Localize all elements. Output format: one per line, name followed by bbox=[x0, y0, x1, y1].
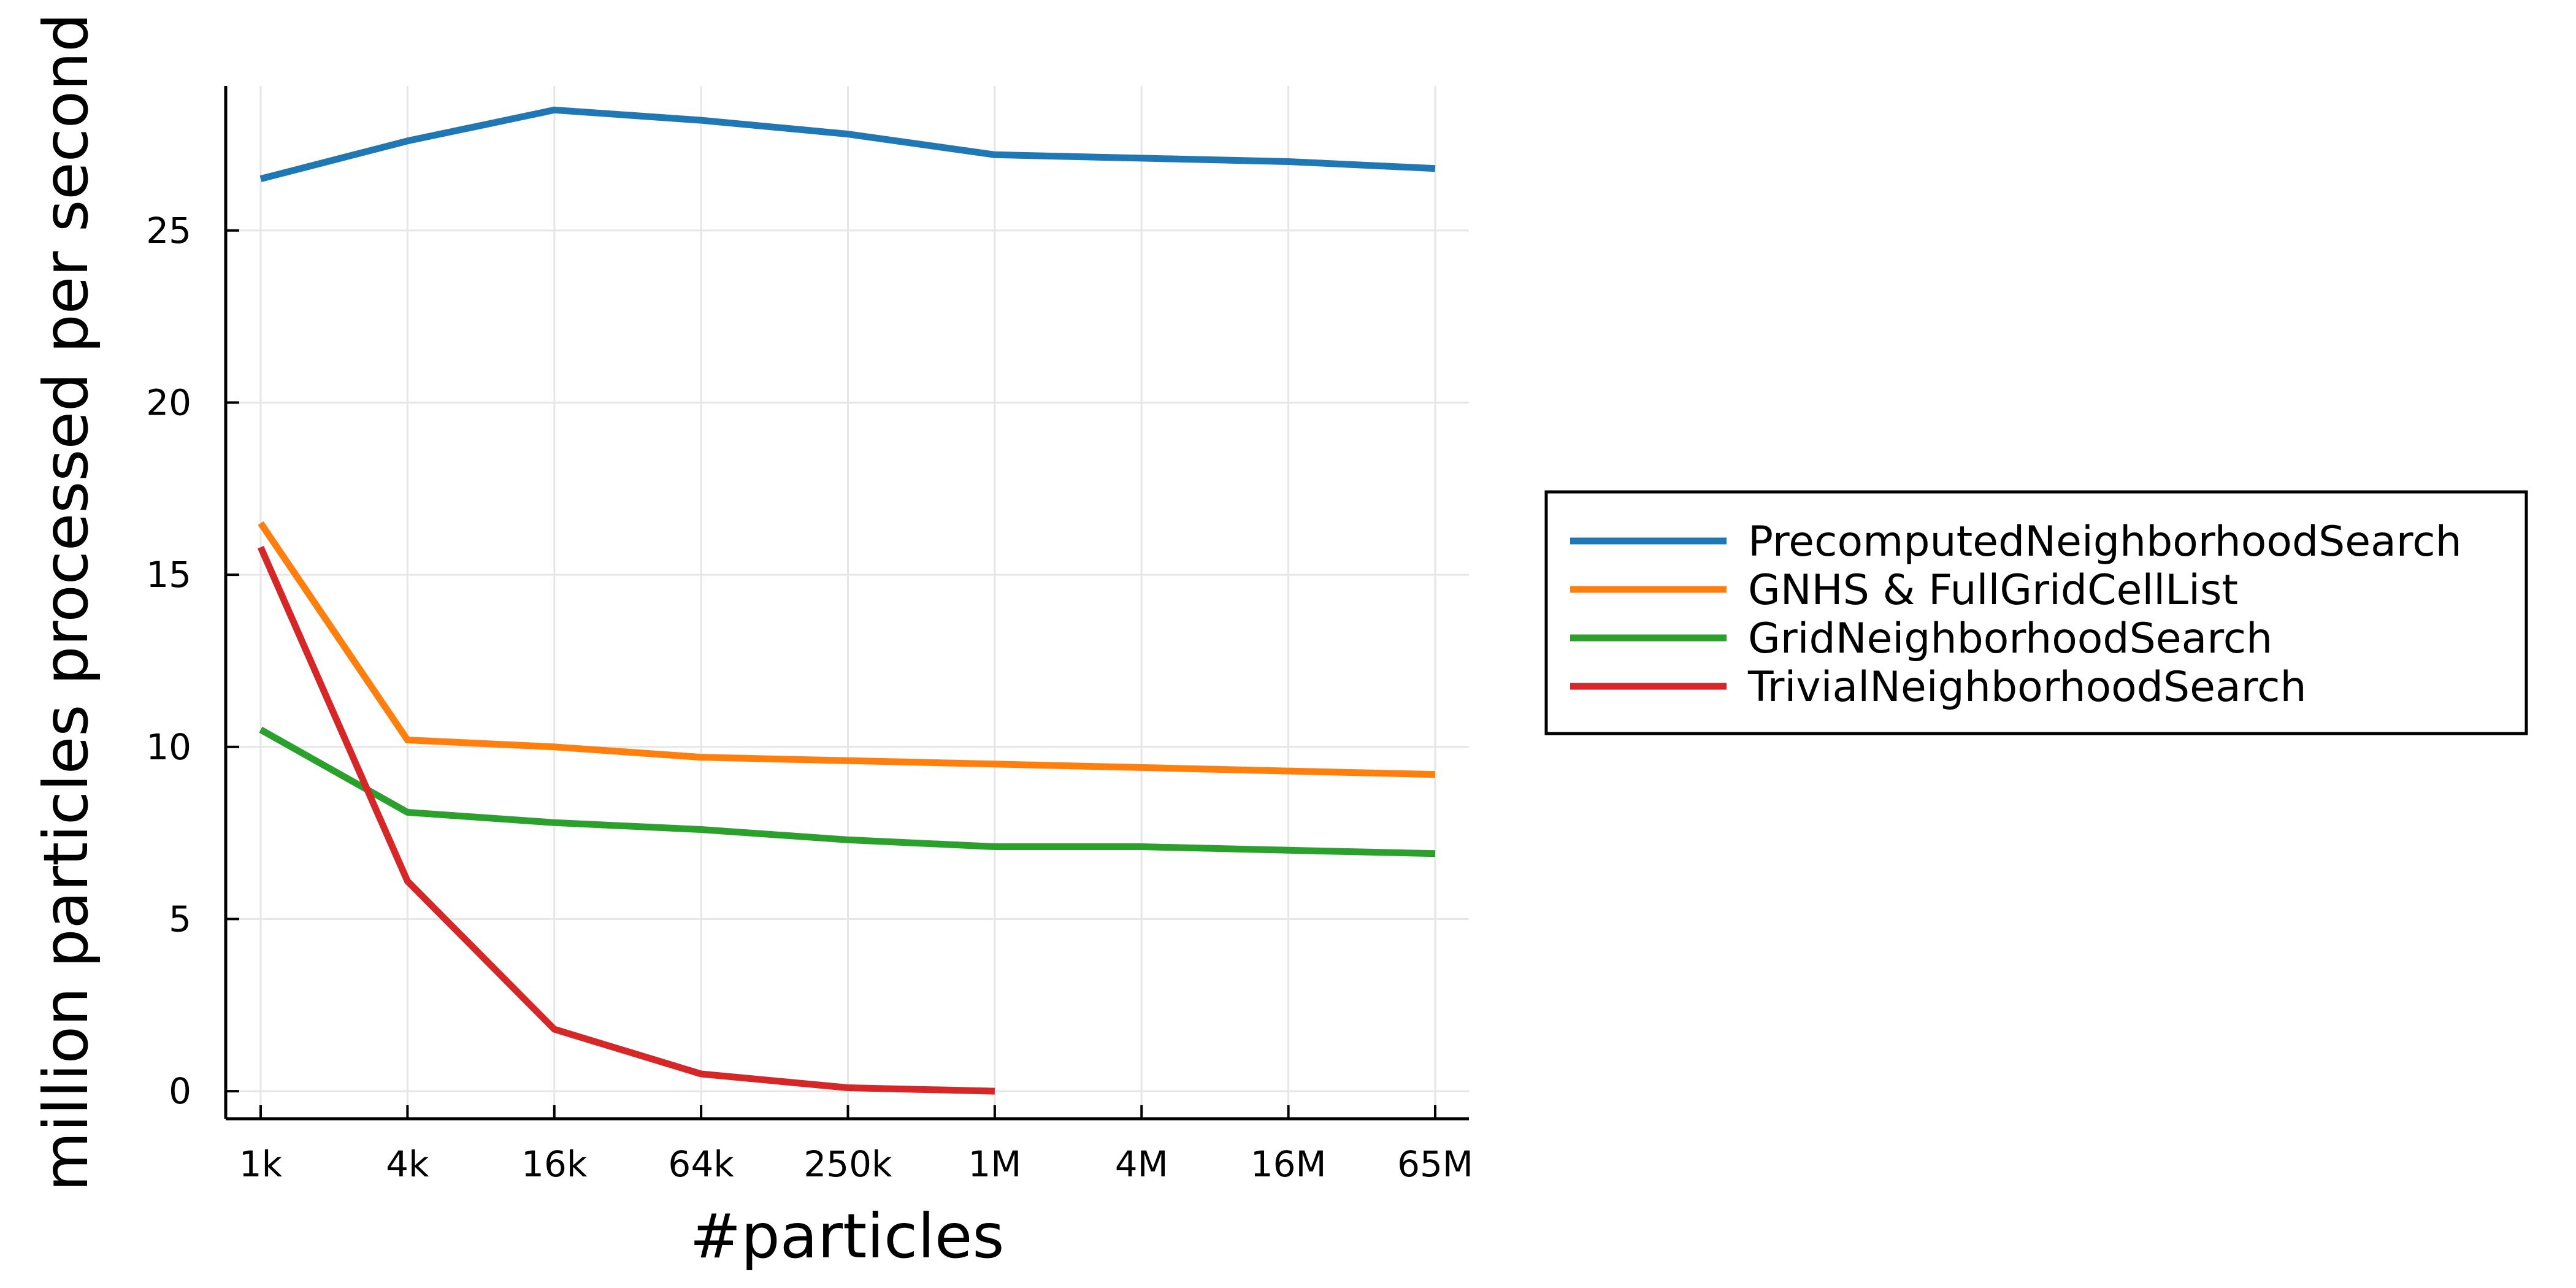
legend-item: GridNeighborhoodSearch bbox=[1570, 615, 2272, 663]
x-tick-label: 1M bbox=[968, 1143, 1021, 1185]
legend-label: TrivialNeighborhoodSearch bbox=[1747, 663, 2307, 711]
y-axis-title: million particles processed per second bbox=[30, 13, 102, 1192]
series-line-precomputedneighborhoodsearch bbox=[259, 106, 1436, 182]
series-line-gridneighborhoodsearch bbox=[259, 726, 1436, 857]
legend-item: PrecomputedNeighborhoodSearch bbox=[1570, 518, 2462, 566]
y-tick-label: 0 bbox=[169, 1070, 191, 1112]
x-tick-label: 65M bbox=[1397, 1143, 1473, 1185]
legend-box bbox=[1544, 490, 2528, 735]
y-tick-label: 5 bbox=[169, 898, 191, 940]
legend-label: PrecomputedNeighborhoodSearch bbox=[1748, 518, 2462, 566]
axis-ticks: 1k 4k 16k 64k 250k 1M 4M 16M 65M 0 5 10 15 20 25 bbox=[146, 210, 1473, 1185]
legend-item: TrivialNeighborhoodSearch bbox=[1570, 663, 2307, 711]
legend-item: GNHS & FullGridCellList bbox=[1570, 566, 2238, 615]
x-tick-label: 16k bbox=[521, 1143, 588, 1185]
legend-label: GridNeighborhoodSearch bbox=[1748, 615, 2272, 663]
grid-lines bbox=[226, 86, 1469, 1119]
y-tick-label: 20 bbox=[146, 381, 191, 423]
series-lines bbox=[257, 106, 1436, 1095]
y-tick-label: 15 bbox=[146, 554, 191, 596]
x-axis-title: #particles bbox=[689, 1200, 1004, 1272]
x-tick-label: 4k bbox=[386, 1143, 429, 1185]
x-tick-label: 16M bbox=[1251, 1143, 1327, 1185]
x-tick-label: 250k bbox=[803, 1143, 892, 1185]
series-line-gnhs-fullgridcelllist bbox=[258, 521, 1436, 778]
y-tick-label: 25 bbox=[146, 210, 191, 251]
y-tick-label: 10 bbox=[146, 726, 191, 768]
x-tick-label: 64k bbox=[668, 1143, 734, 1185]
x-tick-label: 4M bbox=[1115, 1143, 1168, 1185]
series-line-trivialneighborhoodsearch bbox=[257, 545, 995, 1095]
legend-label: GNHS & FullGridCellList bbox=[1748, 566, 2238, 615]
x-tick-label: 1k bbox=[239, 1143, 283, 1185]
